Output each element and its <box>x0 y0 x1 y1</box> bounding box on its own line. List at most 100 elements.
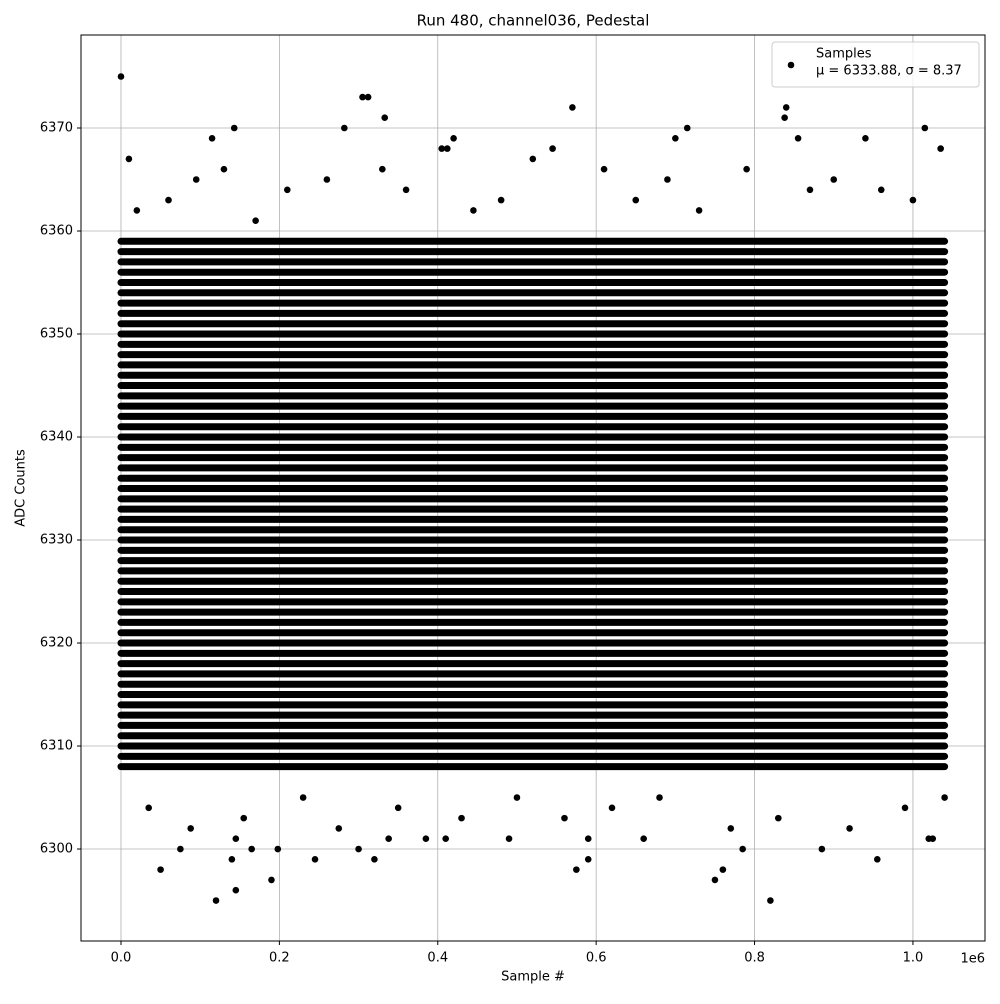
sample-point <box>584 835 592 843</box>
sample-point <box>341 124 348 132</box>
sample-point <box>569 104 576 111</box>
sample-point <box>937 145 944 152</box>
y-tick-label: 6350 <box>40 327 73 342</box>
sample-point <box>505 835 513 843</box>
sample-point <box>921 124 929 132</box>
y-tick-label: 6310 <box>40 739 73 754</box>
sample-point <box>608 804 616 812</box>
y-axis-label: ADC Counts <box>14 449 29 527</box>
sample-point <box>497 196 505 204</box>
sample-point <box>299 794 307 801</box>
sample-point <box>775 814 782 822</box>
sample-point <box>379 165 386 173</box>
sample-point <box>212 897 220 904</box>
sample-point <box>228 856 236 863</box>
sample-point <box>402 186 410 194</box>
x-tick-label: 0.2 <box>269 951 290 966</box>
sample-point <box>232 886 240 894</box>
sample-point <box>438 145 446 152</box>
sample-point <box>719 866 727 873</box>
sample-point <box>711 876 719 884</box>
sample-point <box>359 93 366 101</box>
sample-point <box>862 135 869 142</box>
sample-point <box>929 835 937 843</box>
y-tick-label: 6370 <box>40 121 73 136</box>
sample-point <box>355 845 362 853</box>
sample-point <box>394 804 402 812</box>
sample-point <box>450 135 457 142</box>
sample-point <box>640 835 647 843</box>
sample-point <box>145 804 153 812</box>
sample-point <box>529 155 537 163</box>
sample-point <box>470 207 477 214</box>
sample-point <box>549 145 556 152</box>
sample-point <box>335 825 343 832</box>
sample-point <box>727 825 735 832</box>
x-tick-label: 0.0 <box>111 951 132 966</box>
sample-point <box>794 135 802 142</box>
sample-point <box>695 207 703 214</box>
sample-point <box>442 835 449 843</box>
sample-point <box>230 124 238 132</box>
sample-point <box>513 794 521 801</box>
sample-point <box>274 845 282 853</box>
sample-point <box>133 207 141 214</box>
sample-point <box>422 835 430 843</box>
x-tick-label: 0.4 <box>427 951 448 966</box>
sample-point <box>157 866 164 873</box>
sample-point <box>187 825 194 832</box>
sample-point <box>656 794 663 801</box>
sample-point <box>208 135 216 142</box>
sample-point <box>739 845 746 853</box>
sample-point <box>600 165 608 173</box>
sample-point <box>743 165 750 173</box>
sample-point <box>443 145 451 152</box>
sample-point <box>381 114 389 122</box>
sample-point <box>873 856 881 863</box>
sample-point <box>901 804 909 812</box>
legend-stats: μ = 6333.88, σ = 8.37 <box>816 64 962 79</box>
sample-point <box>165 196 172 204</box>
y-tick-label: 6300 <box>40 842 73 857</box>
sample-point <box>252 217 259 225</box>
x-offset-label: 1e6 <box>960 952 985 967</box>
sample-point <box>767 897 774 904</box>
y-tick-label: 6320 <box>40 636 73 651</box>
sample-point <box>909 196 917 204</box>
x-tick-label: 0.8 <box>744 951 765 966</box>
sample-point <box>584 856 592 863</box>
sample-point <box>248 845 255 853</box>
sample-point <box>232 835 240 843</box>
plot-frame <box>80 34 986 942</box>
y-tick-label: 6340 <box>40 430 73 445</box>
sample-point <box>311 856 319 863</box>
sample-point <box>284 186 291 194</box>
sample-point <box>830 176 838 183</box>
sample-point <box>364 93 372 101</box>
legend-marker <box>787 61 795 69</box>
legend-label: Samples <box>816 47 872 62</box>
sample-point <box>385 835 392 843</box>
sample-point <box>117 73 125 80</box>
y-tick-label: 6330 <box>40 533 73 548</box>
sample-point <box>192 176 200 183</box>
sample-point <box>268 876 275 884</box>
chart-title: Run 480, channel036, Pedestal <box>417 12 650 30</box>
sample-point <box>846 825 853 832</box>
sample-point <box>573 866 580 873</box>
x-axis-label: Sample # <box>501 970 565 985</box>
sample-point <box>125 155 133 163</box>
sample-point <box>632 196 640 204</box>
sample-point <box>323 176 331 183</box>
sample-point <box>177 845 184 853</box>
sample-point <box>371 856 378 863</box>
sample-point <box>220 165 228 173</box>
sample-point <box>672 135 679 142</box>
sample-point <box>941 794 948 801</box>
sample-point <box>781 114 788 122</box>
sample-point <box>664 176 671 183</box>
sample-point <box>806 186 814 194</box>
x-tick-label: 0.6 <box>586 951 607 966</box>
sample-point <box>458 814 465 822</box>
